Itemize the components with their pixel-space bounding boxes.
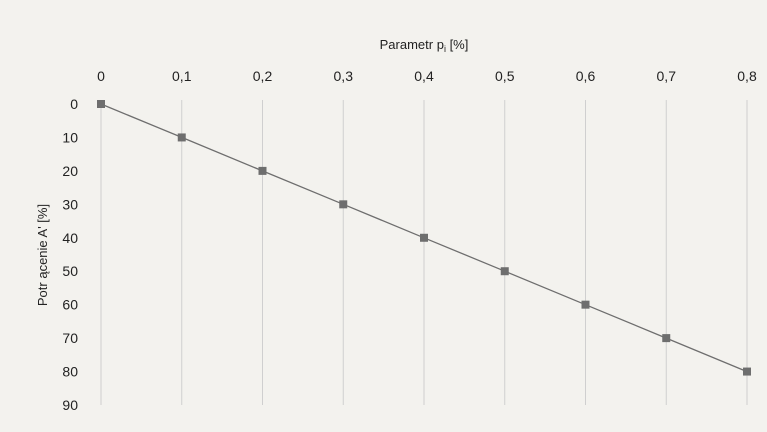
y-tick-label: 10 [62,129,78,145]
x-axis-ticks: 0 0,1 0,2 0,3 0,4 0,5 0,6 0,7 0,8 [97,68,757,84]
y-tick-label: 20 [62,163,78,179]
y-tick-label: 70 [62,330,78,346]
y-tick-label: 40 [62,230,78,246]
x-tick-label: 0,5 [495,68,515,84]
grid-lines [100,100,748,405]
x-tick-label: 0,8 [737,68,757,84]
x-tick-label: 0,2 [253,68,273,84]
x-tick-label: 0,3 [334,68,354,84]
x-axis-title-text: Parametr p [380,37,444,52]
y-tick-label: 30 [62,196,78,212]
x-tick-label: 0,1 [172,68,192,84]
data-point-marker [420,233,428,242]
x-tick-label: 0,4 [414,68,434,84]
x-tick-label: 0,7 [657,68,677,84]
x-tick-label: 0 [97,68,105,84]
y-axis-ticks: 0 10 20 30 40 50 60 70 80 90 [62,96,78,413]
data-point-marker [581,300,590,309]
data-point-marker [97,100,105,108]
x-axis-title-subscript: i [444,44,446,54]
y-tick-label: 60 [62,297,78,313]
y-tick-label: 90 [62,397,78,413]
y-tick-label: 0 [70,96,78,112]
y-tick-label: 80 [62,364,78,380]
x-axis-title: Parametr pi [%] [380,37,469,54]
data-point-marker [258,166,267,175]
y-axis-title: Potr ącenie A' [%] [35,204,50,306]
data-point-marker [177,133,186,142]
data-point-marker [743,367,751,376]
series [97,100,751,376]
x-axis-title-unit: [%] [446,37,468,52]
data-point-marker [500,267,509,276]
data-point-marker [662,334,671,343]
data-point-marker [339,200,348,209]
x-tick-label: 0,6 [576,68,596,84]
y-tick-label: 50 [62,263,78,279]
